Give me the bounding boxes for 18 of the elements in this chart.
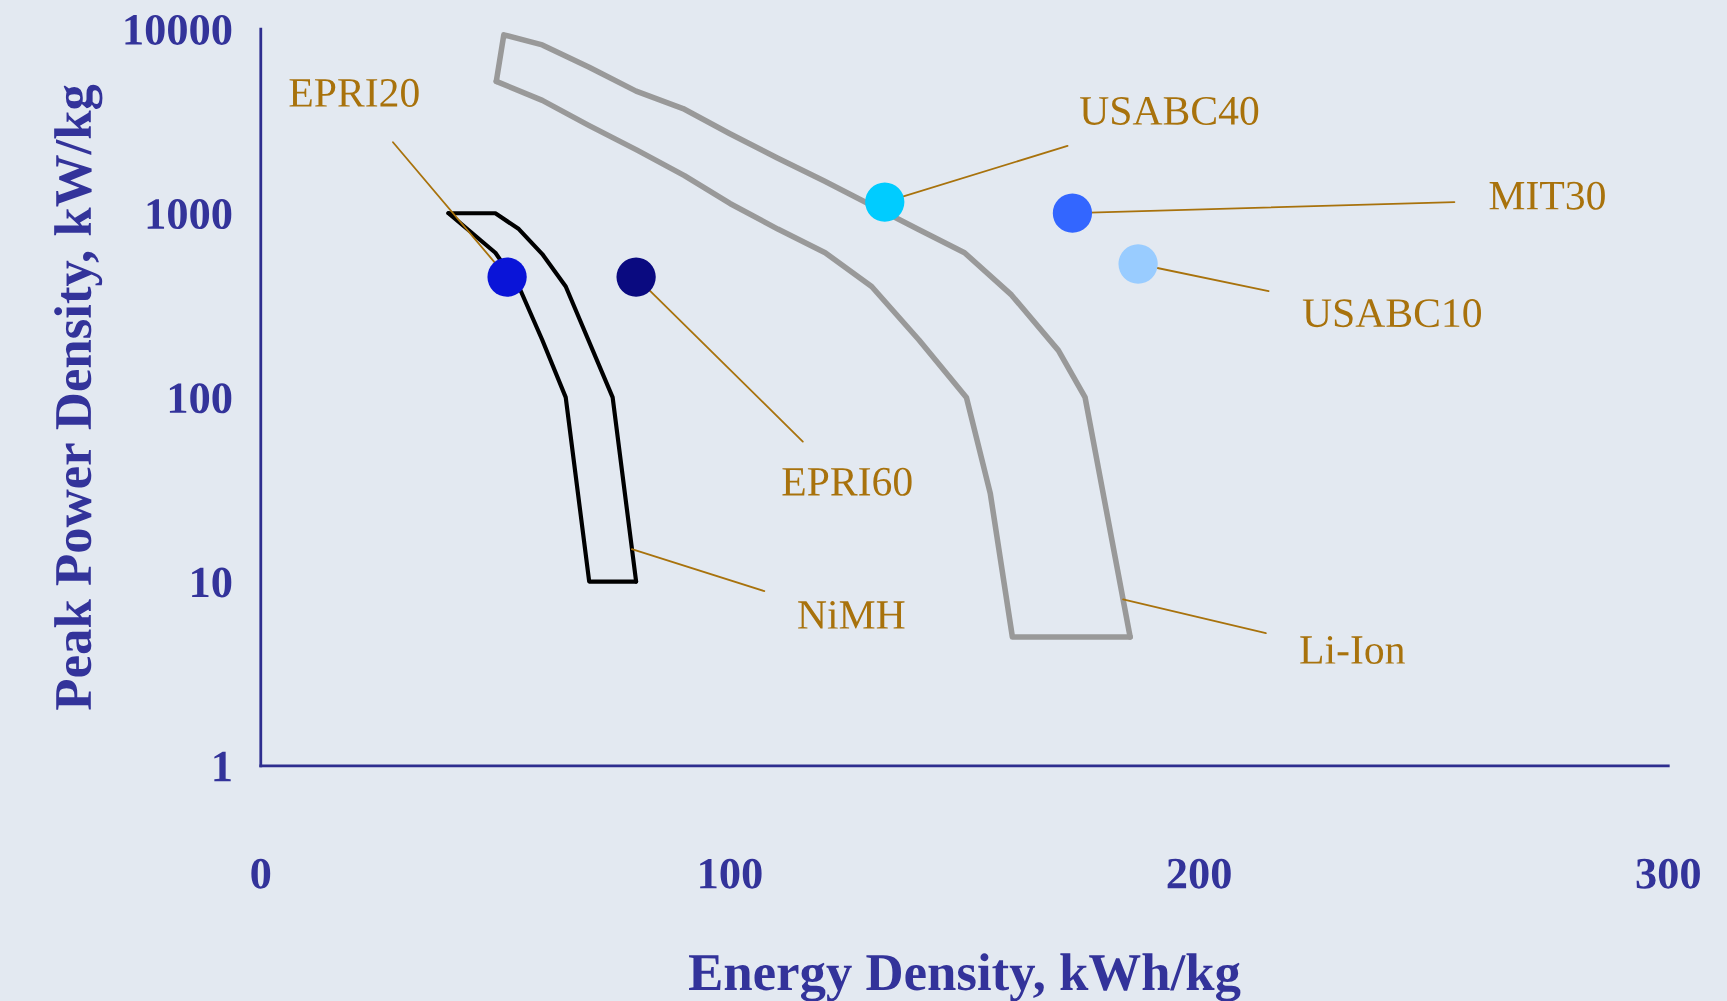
x-tick-label: 0 (251, 858, 271, 889)
y-tick-label: 10 (192, 567, 232, 598)
y-tick-label: 1 (214, 751, 231, 782)
x-tick-label: 300 (1636, 858, 1700, 889)
y-tick-label: 1000 (147, 199, 232, 230)
annotation: Li-Ion (1300, 636, 1405, 665)
y-tick-label: 10000 (125, 14, 232, 45)
y-tick-label: 100 (169, 383, 232, 414)
text: EPRI20 (289, 78, 419, 107)
y-axis-title: Peak Power Density, kW/kg (54, 84, 103, 710)
text: EPRI60 (782, 467, 912, 496)
x-tick-label: 200 (1167, 858, 1231, 889)
text: MIT30 (1489, 181, 1605, 210)
annotation: NiMH (798, 601, 905, 629)
x-tick-label: 100 (700, 858, 762, 889)
text: USABC40 (1080, 96, 1259, 125)
x-axis-title: Energy Density, kWh/kg (689, 953, 1241, 1001)
text: USABC10 (1302, 299, 1481, 328)
